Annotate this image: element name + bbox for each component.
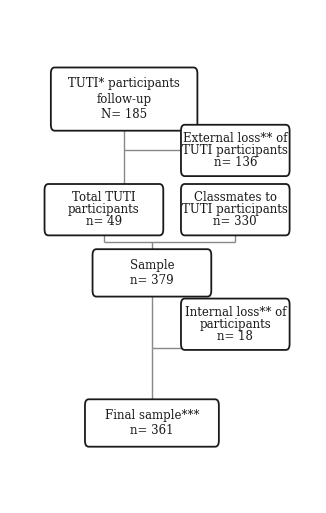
Text: n= 49: n= 49 [86, 215, 122, 228]
Text: TUTI participants: TUTI participants [182, 203, 288, 216]
Text: participants: participants [200, 318, 271, 331]
Text: Final sample***: Final sample*** [105, 409, 199, 422]
FancyBboxPatch shape [181, 299, 289, 350]
FancyBboxPatch shape [93, 249, 211, 297]
Text: TUTI* participants: TUTI* participants [68, 77, 180, 90]
Text: follow-up: follow-up [96, 92, 152, 106]
FancyBboxPatch shape [45, 184, 163, 235]
Text: N= 185: N= 185 [101, 108, 147, 121]
Text: External loss** of: External loss** of [183, 132, 288, 145]
FancyBboxPatch shape [51, 68, 198, 131]
Text: Total TUTI: Total TUTI [72, 191, 136, 204]
Text: Classmates to: Classmates to [194, 191, 277, 204]
Text: n= 379: n= 379 [130, 274, 174, 287]
Text: n= 136: n= 136 [214, 156, 257, 169]
Text: Sample: Sample [130, 259, 174, 272]
FancyBboxPatch shape [181, 184, 289, 235]
Text: n= 330: n= 330 [214, 215, 257, 228]
Text: n= 18: n= 18 [217, 330, 253, 343]
Text: n= 361: n= 361 [130, 424, 174, 437]
Text: participants: participants [68, 203, 140, 216]
Text: TUTI participants: TUTI participants [182, 144, 288, 157]
FancyBboxPatch shape [181, 125, 289, 176]
Text: Internal loss** of: Internal loss** of [185, 306, 286, 319]
FancyBboxPatch shape [85, 399, 219, 447]
